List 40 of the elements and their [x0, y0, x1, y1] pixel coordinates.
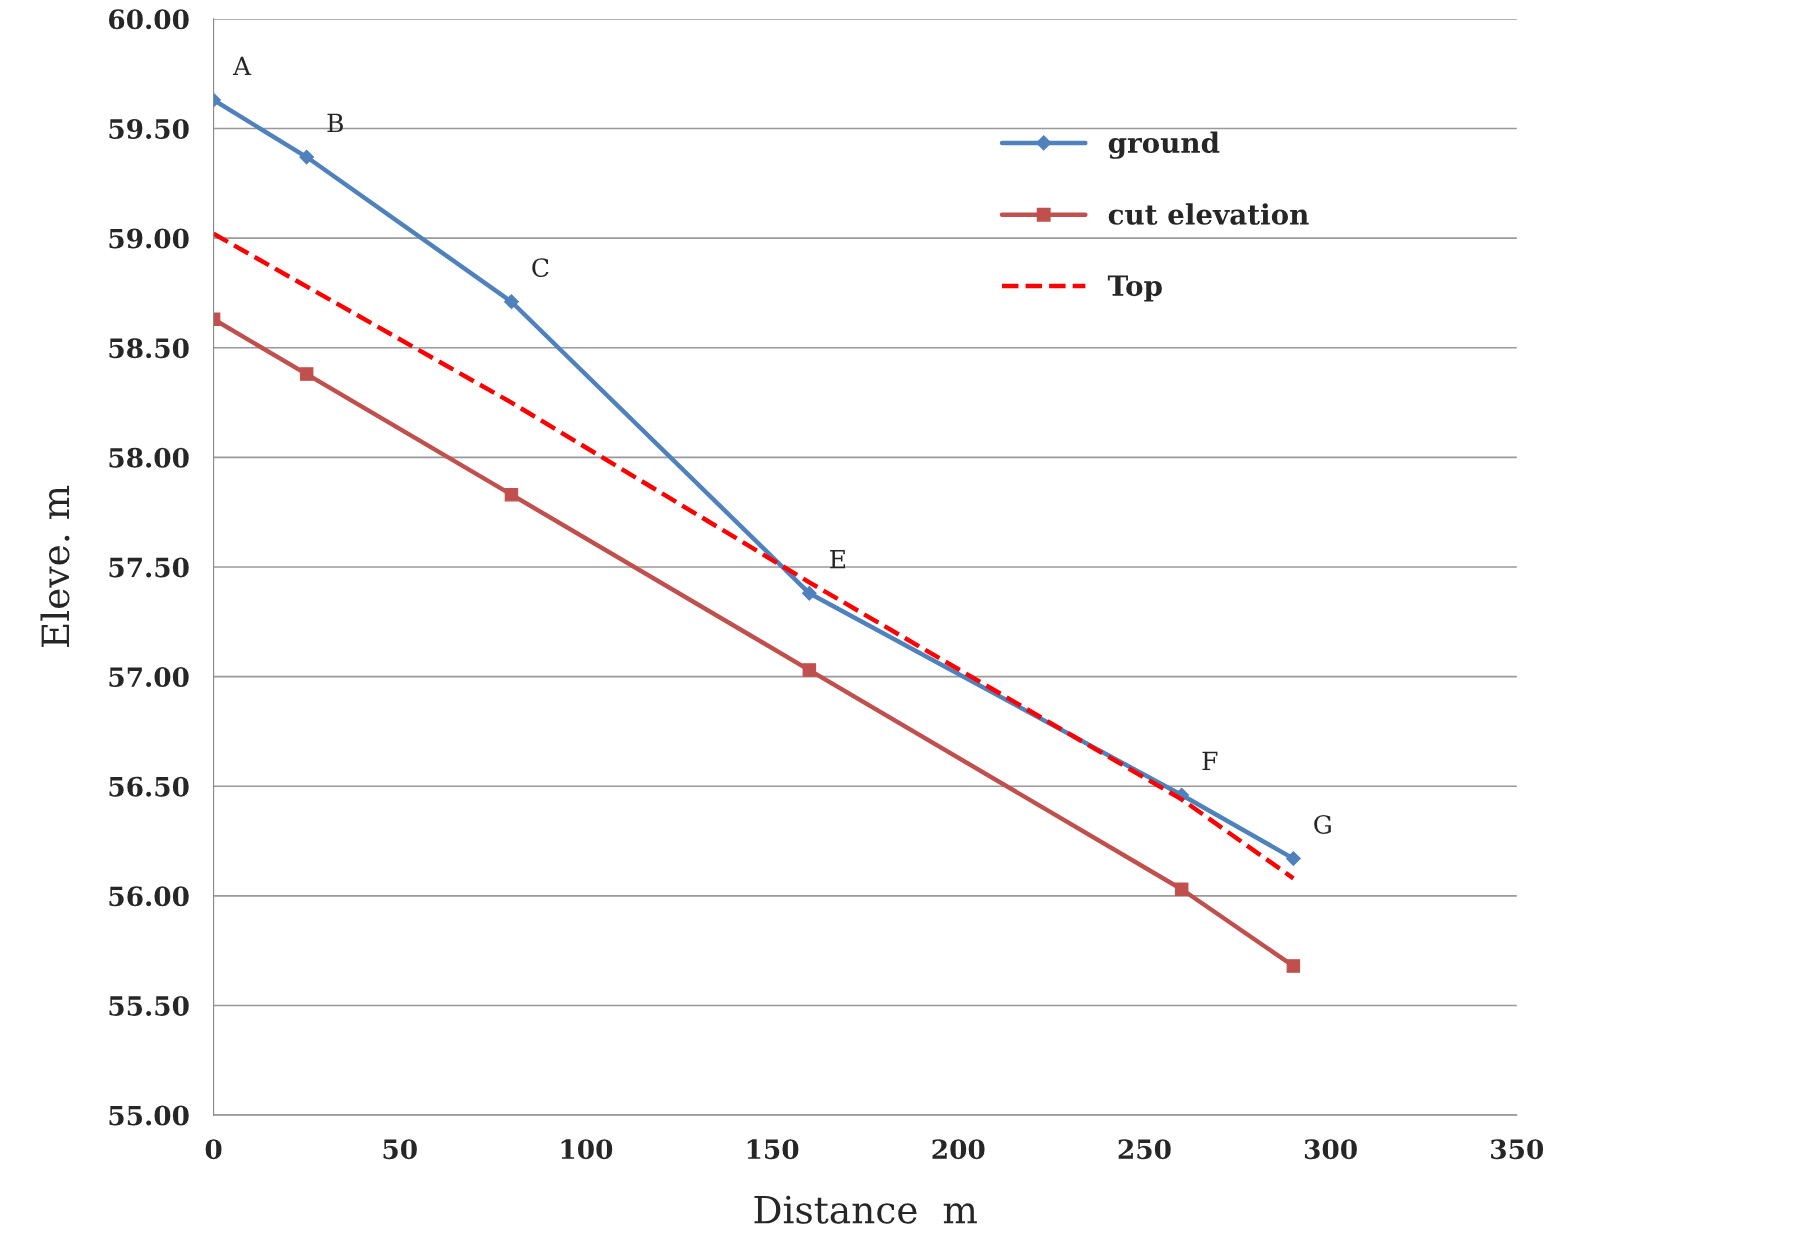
- point: [299, 367, 314, 381]
- y-tick-label: 58.50: [109, 338, 189, 359]
- x-tick-label: 0: [205, 1139, 222, 1160]
- line-series: [213, 231, 1296, 881]
- y-tick-label: 56.00: [109, 886, 189, 907]
- y-tick-label: 57.00: [109, 667, 189, 688]
- x-tick-label: 100: [561, 1139, 613, 1160]
- y-tick-label: 59.50: [109, 118, 189, 139]
- point: [1286, 959, 1301, 973]
- annotation: G: [1314, 815, 1331, 834]
- y-tick-label: 60.00: [109, 9, 189, 30]
- x-axis-title: Distance m: [754, 1195, 977, 1224]
- y-tick-label: 55.00: [109, 1105, 189, 1126]
- x-tick-label: 150: [747, 1139, 799, 1160]
- x-tick-label: 300: [1304, 1139, 1357, 1160]
- annotation: A: [232, 56, 252, 76]
- point: [504, 294, 519, 310]
- y-tick-label: 58.00: [109, 447, 189, 468]
- y-tick-label: 55.50: [109, 995, 189, 1016]
- x-tick-label: 50: [383, 1139, 417, 1160]
- annotation: B: [327, 113, 343, 133]
- x-tick-label: 250: [1118, 1139, 1171, 1160]
- legend-label: ground: [1108, 131, 1220, 159]
- legend-label: cut elevation: [1108, 203, 1309, 225]
- point: [299, 149, 315, 165]
- point: [504, 487, 519, 502]
- point: [1285, 851, 1301, 866]
- y-tick-label: 56.50: [109, 776, 189, 797]
- y-tick-label: 57.50: [109, 557, 189, 578]
- point: [802, 663, 817, 677]
- y-tick-label: 59.00: [109, 228, 189, 249]
- annotation: C: [532, 258, 549, 278]
- x-tick-label: 200: [932, 1139, 985, 1160]
- point: [1174, 882, 1189, 897]
- x-tick-label: 350: [1491, 1139, 1544, 1160]
- annotation: F: [1202, 751, 1218, 771]
- annotation: E: [830, 550, 846, 569]
- y-axis-title: Eleve. m: [40, 485, 70, 648]
- point: [801, 585, 817, 601]
- legend-label: Top: [1107, 275, 1162, 302]
